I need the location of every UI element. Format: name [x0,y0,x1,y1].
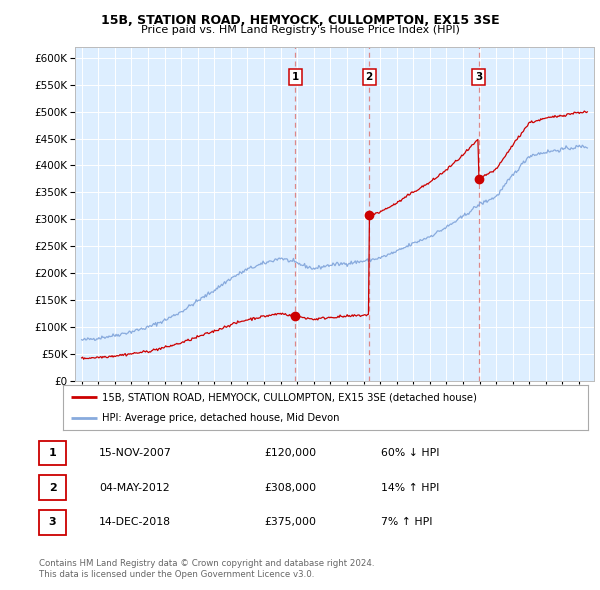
Text: 1: 1 [292,72,299,82]
Text: 15B, STATION ROAD, HEMYOCK, CULLOMPTON, EX15 3SE (detached house): 15B, STATION ROAD, HEMYOCK, CULLOMPTON, … [103,392,477,402]
Text: 15-NOV-2007: 15-NOV-2007 [99,448,172,458]
Text: 2: 2 [49,483,56,493]
Text: 3: 3 [475,72,482,82]
Text: 60% ↓ HPI: 60% ↓ HPI [381,448,439,458]
Text: Contains HM Land Registry data © Crown copyright and database right 2024.
This d: Contains HM Land Registry data © Crown c… [39,559,374,579]
Text: 04-MAY-2012: 04-MAY-2012 [99,483,170,493]
Text: £375,000: £375,000 [264,517,316,527]
Text: 14% ↑ HPI: 14% ↑ HPI [381,483,439,493]
Text: 2: 2 [365,72,373,82]
Text: 3: 3 [49,517,56,527]
Text: 1: 1 [49,448,56,458]
Text: Price paid vs. HM Land Registry's House Price Index (HPI): Price paid vs. HM Land Registry's House … [140,25,460,35]
Text: 15B, STATION ROAD, HEMYOCK, CULLOMPTON, EX15 3SE: 15B, STATION ROAD, HEMYOCK, CULLOMPTON, … [101,14,499,27]
Text: 7% ↑ HPI: 7% ↑ HPI [381,517,433,527]
Text: £308,000: £308,000 [264,483,316,493]
Text: HPI: Average price, detached house, Mid Devon: HPI: Average price, detached house, Mid … [103,412,340,422]
Text: £120,000: £120,000 [264,448,316,458]
Text: 14-DEC-2018: 14-DEC-2018 [99,517,171,527]
